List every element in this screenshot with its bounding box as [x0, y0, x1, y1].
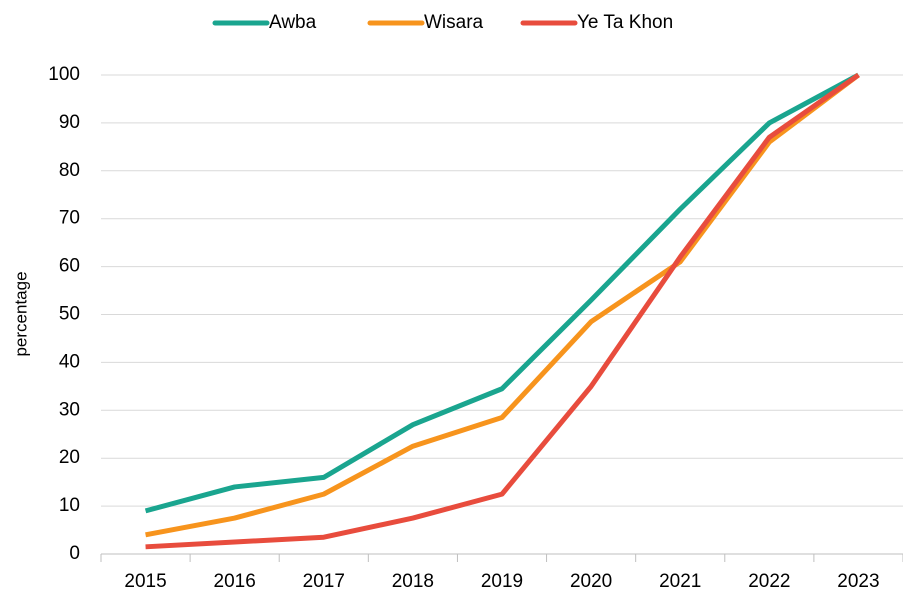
y-axis-label: percentage	[11, 271, 30, 356]
x-tick-label: 2020	[570, 571, 612, 592]
line-series	[145, 73, 860, 538]
x-tick-label: 2018	[392, 571, 434, 592]
legend-label: Ye Ta Khon	[577, 12, 673, 33]
y-tick-label: 50	[59, 304, 80, 325]
legend-label: Wisara	[424, 12, 484, 33]
y-tick-label: 60	[59, 256, 80, 277]
y-tick-label: 0	[69, 543, 80, 564]
y-tick-label: 70	[59, 208, 80, 229]
y-tick-label: 10	[59, 495, 80, 516]
y-tick-label: 40	[59, 351, 80, 372]
x-tick-label: 2017	[303, 571, 345, 592]
y-tick-label: 30	[59, 399, 80, 420]
x-tick-label: 2015	[124, 571, 166, 592]
x-tick-label: 2022	[748, 571, 790, 592]
x-tick-label: 2016	[214, 571, 256, 592]
y-tick-label: 20	[59, 447, 80, 468]
line-series	[145, 72, 860, 550]
y-tick-label: 80	[59, 160, 80, 181]
x-tick-label: 2021	[659, 571, 701, 592]
x-tick-label: 2023	[837, 571, 879, 592]
y-tick-label: 90	[59, 112, 80, 133]
line-series	[144, 72, 860, 514]
x-tick-label: 2019	[481, 571, 523, 592]
y-tick-label: 100	[48, 64, 80, 85]
legend-label: Awba	[269, 12, 317, 33]
